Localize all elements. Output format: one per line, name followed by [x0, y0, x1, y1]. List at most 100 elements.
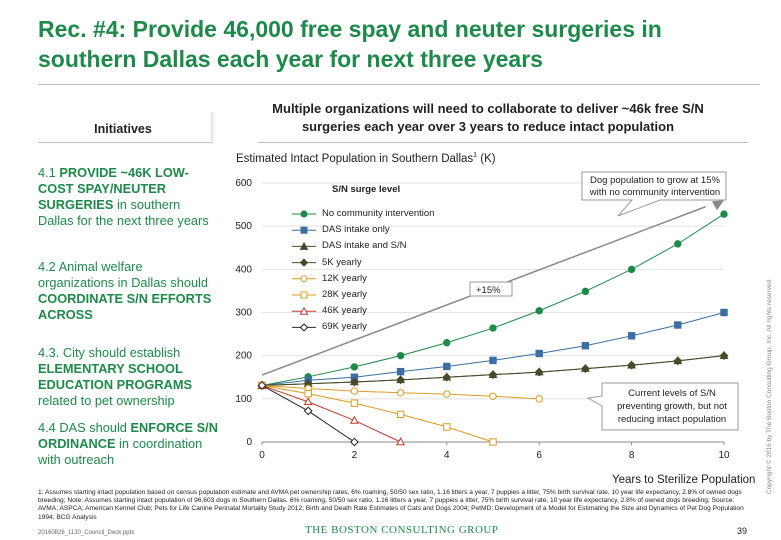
data-point-series-0 — [443, 339, 451, 347]
data-point-series-4 — [443, 390, 451, 398]
x-tick-label: 6 — [536, 450, 542, 461]
callout-current-levels: Current levels of S/N preventing growth,… — [617, 388, 727, 425]
callout-growth: Dog population to grow at 15% with no co… — [589, 175, 721, 198]
data-point-series-0 — [627, 265, 636, 274]
data-point-series-3 — [627, 360, 637, 370]
data-point-series-0 — [674, 240, 682, 248]
growth-label-box — [469, 281, 513, 297]
chart-title-unit: (K) — [477, 152, 496, 165]
legend-entry: 69K yearly — [322, 321, 367, 333]
data-point-series-1 — [535, 349, 543, 358]
data-point-series-0 — [396, 351, 405, 360]
callout-bottom-box — [586, 382, 739, 431]
data-point-series-7 — [303, 406, 313, 416]
chart-title-footnote-ref: 1 — [473, 152, 478, 159]
growth-trend-arrowhead — [712, 200, 724, 211]
initiatives-divider — [38, 142, 213, 143]
initiatives-header: Initiatives — [94, 122, 152, 136]
data-point-series-5 — [489, 438, 497, 446]
data-point-series-1 — [720, 308, 728, 317]
data-point-series-6 — [349, 415, 359, 424]
data-point-series-0 — [581, 287, 590, 296]
initiative-text: in southern Dallas for the next three ye… — [38, 197, 209, 228]
y-tick-label: 100 — [235, 394, 252, 405]
data-point-series-0 — [489, 324, 497, 332]
y-tick-label: 400 — [235, 264, 252, 275]
y-tick-label: 500 — [235, 221, 252, 232]
initiative-emphasis: ENFORCE S/N ORDINANCE — [38, 420, 218, 451]
legend-marker — [299, 258, 309, 267]
data-point-series-0 — [535, 307, 543, 315]
legend-marker — [299, 241, 309, 250]
initiative-text: 4.4 DAS should — [38, 420, 131, 435]
legend-marker — [300, 275, 308, 283]
x-tick-label: 8 — [629, 450, 635, 461]
legend-marker — [300, 226, 308, 234]
copyright-notice: Copyright © 2016 by The Boston Consultin… — [766, 277, 773, 494]
x-axis-label: Years to Sterilize Population — [612, 474, 756, 486]
data-point-series-0 — [720, 210, 728, 218]
data-point-series-1 — [396, 367, 405, 376]
data-point-series-4 — [350, 387, 359, 395]
y-tick-label: 300 — [235, 308, 252, 319]
x-tick-label: 4 — [444, 450, 450, 461]
x-tick-label: 2 — [352, 450, 358, 461]
legend-entry: DAS intake and S/N — [322, 240, 407, 252]
growth-rate-label: +15% — [476, 285, 501, 296]
legend-entry: No community intervention — [322, 208, 435, 219]
data-point-series-1 — [581, 342, 590, 350]
data-point-series-3 — [580, 364, 590, 374]
data-point-series-4 — [535, 395, 543, 403]
data-point-series-5 — [443, 423, 451, 431]
y-tick-label: 600 — [235, 178, 252, 189]
legend-title: S/N surge level — [332, 184, 401, 195]
initiative-text: related to pet ownership — [38, 393, 175, 408]
legend-entry: 12K yearly — [322, 272, 367, 284]
initiative-text: 4.3. City should establish — [38, 345, 181, 360]
data-point-series-4 — [396, 389, 405, 397]
initiative-4-2: 4.2 Animal welfare organizations in Dall… — [38, 259, 218, 323]
data-point-series-0 — [350, 363, 359, 371]
file-name: 20160826_1130_Council_Deck.pptx — [38, 530, 135, 536]
data-point-series-1 — [443, 362, 451, 371]
page-title: Rec. #4: Provide 46,000 free spay and ne… — [38, 16, 662, 72]
initiative-text: 4.2 Animal welfare organizations in Dall… — [38, 259, 209, 290]
series-line-5 — [261, 384, 494, 443]
legend-marker — [299, 323, 309, 332]
footnote: 1: Assumes starting intact population ba… — [38, 489, 744, 521]
series-line-6 — [261, 384, 401, 443]
data-point-series-3 — [673, 356, 683, 366]
x-tick-label: 0 — [259, 450, 265, 461]
chart-section-divider — [258, 142, 748, 143]
chart-section-header: Multiple organizations will need to coll… — [272, 101, 704, 134]
data-point-series-7 — [349, 437, 359, 447]
data-point-series-7 — [257, 381, 267, 390]
legend-entry: 5K yearly — [322, 256, 362, 268]
data-point-series-3 — [349, 377, 359, 387]
legend-marker — [300, 210, 308, 218]
legend-entry: DAS intake only — [322, 224, 390, 236]
initiative-text: 4.1 — [38, 165, 60, 180]
initiative-emphasis: PROVIDE ~46K LOW-COST SPAY/NEUTER SURGER… — [38, 165, 189, 212]
data-point-series-3 — [488, 370, 498, 380]
initiative-emphasis: COORDINATE S/N EFFORTS ACROSS — [38, 291, 212, 322]
data-point-series-5 — [396, 410, 405, 419]
data-point-series-5 — [304, 389, 312, 398]
data-point-series-6 — [396, 437, 406, 446]
initiatives-header-shadow — [211, 112, 215, 144]
initiative-4-3: 4.3. City should establish ELEMENTARY SC… — [38, 345, 218, 409]
initiative-4-1: 4.1 PROVIDE ~46K LOW-COST SPAY/NEUTER SU… — [38, 165, 218, 229]
data-point-series-3 — [719, 351, 729, 361]
initiative-text: in coordination with outreach — [38, 436, 203, 467]
legend-marker — [299, 306, 309, 315]
legend-marker — [300, 291, 308, 299]
data-point-series-5 — [350, 399, 359, 407]
callout-top-box — [581, 171, 727, 217]
y-tick-label: 200 — [235, 351, 252, 362]
legend-entry: 46K yearly — [322, 305, 367, 317]
data-point-series-3 — [442, 372, 452, 382]
data-point-series-3 — [534, 367, 544, 377]
initiative-emphasis: ELEMENTARY SCHOOL EDUCATION PROGRAMS — [38, 361, 193, 392]
chart-title: Estimated Intact Population in Southern … — [236, 152, 496, 165]
